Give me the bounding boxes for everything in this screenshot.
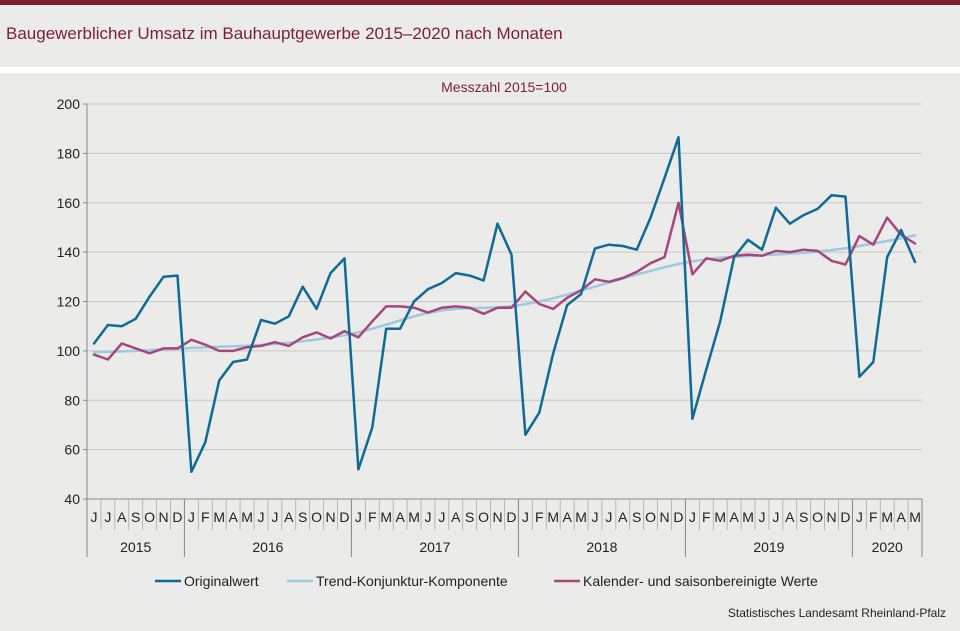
month-label: J bbox=[772, 509, 779, 525]
y-tick-label: 140 bbox=[57, 244, 81, 260]
month-label: M bbox=[408, 509, 420, 525]
legend-label: Originalwert bbox=[184, 573, 259, 589]
month-label: O bbox=[812, 509, 823, 525]
month-label: O bbox=[645, 509, 656, 525]
month-label: J bbox=[438, 509, 445, 525]
month-label: J bbox=[271, 509, 278, 525]
legend-label: Trend-Konjunktur-Komponente bbox=[316, 573, 508, 589]
year-label: 2015 bbox=[120, 539, 151, 555]
y-tick-label: 120 bbox=[57, 294, 81, 310]
axes bbox=[83, 103, 923, 557]
month-label: A bbox=[729, 509, 739, 525]
month-label: J bbox=[355, 509, 362, 525]
month-label: F bbox=[535, 509, 544, 525]
y-tick-label: 180 bbox=[57, 145, 81, 161]
month-label: M bbox=[241, 509, 253, 525]
month-label: M bbox=[881, 509, 893, 525]
month-label: A bbox=[785, 509, 795, 525]
month-label: D bbox=[172, 509, 182, 525]
month-label: J bbox=[522, 509, 529, 525]
month-label: A bbox=[618, 509, 628, 525]
month-label: S bbox=[465, 509, 474, 525]
month-label: O bbox=[311, 509, 322, 525]
month-label: M bbox=[714, 509, 726, 525]
y-tick-label: 40 bbox=[64, 491, 80, 507]
month-label: J bbox=[424, 509, 431, 525]
y-tick-label: 60 bbox=[64, 442, 80, 458]
month-label: J bbox=[591, 509, 598, 525]
month-label: N bbox=[659, 509, 669, 525]
month-label: D bbox=[506, 509, 516, 525]
month-label: S bbox=[131, 509, 140, 525]
series-line-3 bbox=[92, 201, 917, 361]
month-label: D bbox=[840, 509, 850, 525]
month-label: F bbox=[869, 509, 878, 525]
month-label: J bbox=[856, 509, 863, 525]
month-label: J bbox=[90, 509, 97, 525]
month-label: A bbox=[228, 509, 238, 525]
month-label: J bbox=[188, 509, 195, 525]
legend: Originalwert Trend-Konjunktur-Komponente K… bbox=[155, 573, 818, 589]
month-label: M bbox=[909, 509, 921, 525]
grid-lines bbox=[87, 103, 922, 451]
month-label: J bbox=[689, 509, 696, 525]
month-label: S bbox=[799, 509, 808, 525]
month-label: A bbox=[451, 509, 461, 525]
series-lines bbox=[92, 136, 917, 474]
month-label: N bbox=[826, 509, 836, 525]
month-label: J bbox=[605, 509, 612, 525]
year-label: 2016 bbox=[252, 539, 283, 555]
year-label: 2017 bbox=[419, 539, 450, 555]
month-label: J bbox=[104, 509, 111, 525]
month-label: A bbox=[284, 509, 294, 525]
month-label: D bbox=[673, 509, 683, 525]
year-label: 2020 bbox=[872, 539, 903, 555]
month-label: S bbox=[632, 509, 641, 525]
y-tick-label: 200 bbox=[57, 96, 81, 112]
page-title: Baugewerblicher Umsatz im Bauhauptgewerb… bbox=[6, 24, 563, 43]
month-label: N bbox=[325, 509, 335, 525]
month-label: J bbox=[257, 509, 264, 525]
month-label: M bbox=[742, 509, 754, 525]
source-note: Statistisches Landesamt Rheinland-Pfalz bbox=[727, 606, 946, 620]
month-label: O bbox=[478, 509, 489, 525]
month-label: S bbox=[298, 509, 307, 525]
y-tick-label: 160 bbox=[57, 195, 81, 211]
month-label: F bbox=[702, 509, 711, 525]
month-label: F bbox=[201, 509, 210, 525]
year-label: 2018 bbox=[586, 539, 617, 555]
series-line-1 bbox=[92, 136, 917, 474]
month-label: A bbox=[395, 509, 405, 525]
header-separator bbox=[0, 67, 960, 73]
y-tick-label: 100 bbox=[57, 343, 81, 359]
month-label: N bbox=[492, 509, 502, 525]
month-label: M bbox=[213, 509, 225, 525]
chart-subtitle: Messzahl 2015=100 bbox=[441, 79, 567, 95]
month-label: J bbox=[758, 509, 765, 525]
month-label: D bbox=[339, 509, 349, 525]
top-accent-bar bbox=[0, 0, 960, 5]
month-label: O bbox=[144, 509, 155, 525]
y-tick-labels: 40 60 80 100 120 140 160 180 200 bbox=[57, 96, 81, 507]
month-label: M bbox=[575, 509, 587, 525]
month-label: F bbox=[368, 509, 377, 525]
month-label: A bbox=[562, 509, 572, 525]
legend-label: Kalender- und saisonbereinigte Werte bbox=[583, 573, 818, 589]
month-label: A bbox=[896, 509, 906, 525]
month-label: A bbox=[117, 509, 127, 525]
month-label: M bbox=[547, 509, 559, 525]
month-label: M bbox=[380, 509, 392, 525]
y-tick-label: 80 bbox=[64, 392, 80, 408]
month-label: N bbox=[158, 509, 168, 525]
year-label: 2019 bbox=[753, 539, 784, 555]
